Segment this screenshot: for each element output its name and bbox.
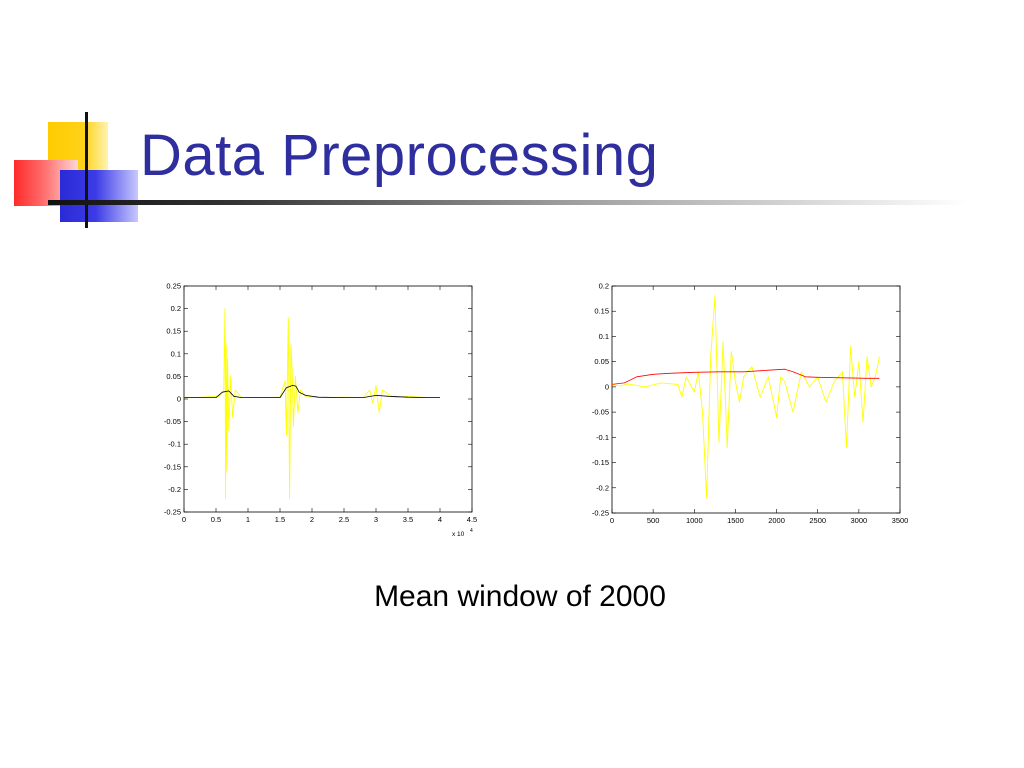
x-tick-label: 1000 [686,516,703,525]
chart-svg-left: 0.25 0.2 0.15 0.1 0.05 0 -0.05 -0.1 -0.15 -0.2 -0.… [164,282,477,539]
x-tick-label: 2000 [768,516,785,525]
series-line-0 [183,308,440,499]
y-tick-label: -0.05 [592,408,609,417]
x-tick-label: 4 [438,515,442,524]
x-tick-label: 1500 [727,516,744,525]
x-tick-label: 0 [610,516,614,525]
slide-logo [0,0,140,240]
y-tick-label: 0.1 [171,349,181,358]
series-line-0 [611,295,880,499]
y-tick-label: -0.15 [592,458,609,467]
y-tick-label: 0 [605,382,609,391]
y-tick-label: 0.2 [599,282,609,291]
y-tick-label: 0.15 [166,327,181,336]
x-tick-label: 2500 [809,516,826,525]
y-tick-label: -0.2 [596,483,609,492]
series-line-1 [184,385,440,399]
x-tick-label: 500 [647,516,660,525]
x-tick-label: 3000 [851,516,868,525]
y-tick-label: 0.25 [166,282,181,291]
y-tick-label: -0.1 [168,440,181,449]
y-tick-label: 0.1 [599,332,609,341]
x-tick-label: 2 [310,515,314,524]
x-tick-label: 0.5 [211,515,221,524]
slide-caption: Mean window of 2000 [374,580,666,613]
x-exponent-power: 4 [470,528,473,534]
chart-svg-right: 0.20.150.10.050-0.05-0.1-0.15-0.2-0.250 5… [592,282,909,526]
x-tick-label: 3500 [892,516,909,525]
series-line-1 [611,368,880,385]
title-underline [48,200,968,205]
y-tick-label: -0.2 [168,485,181,494]
y-tick-label: -0.25 [592,509,609,518]
y-tick-label: -0.25 [164,508,181,517]
y-tick-label: 0.2 [171,304,181,313]
slide-title: Data Preprocessing [140,123,659,188]
x-tick-label: 3 [374,515,378,524]
logo-vertical-line [85,112,88,228]
chart-signal-overview: 0.25 0.2 0.15 0.1 0.05 0 -0.05 -0.1 -0.15 -0.2 -0.… [140,264,485,554]
y-tick-label: 0.05 [594,357,609,366]
logo-blue-square [60,170,138,222]
y-tick-label: 0 [177,395,181,404]
y-tick-label: 0.15 [594,307,609,316]
x-tick-label: 2.5 [339,515,349,524]
y-tick-label: -0.1 [596,433,609,442]
x-tick-label: 4.5 [467,515,477,524]
x-tick-label: 0 [182,515,186,524]
y-tick-label: -0.05 [164,417,181,426]
x-tick-label: 1.5 [275,515,285,524]
x-tick-label: 3.5 [403,515,413,524]
x-exponent-label: x 10 [452,531,465,538]
y-tick-label: 0.05 [166,372,181,381]
plot-area-1 [611,285,901,514]
x-tick-label: 1 [246,515,250,524]
y-tick-label: -0.15 [164,462,181,471]
chart-signal-zoomed: 0.2 0.15 0.1 0.05 0 -0.05 -0.1 -0.15 -0.2 -0.25 0 5… [566,264,916,534]
